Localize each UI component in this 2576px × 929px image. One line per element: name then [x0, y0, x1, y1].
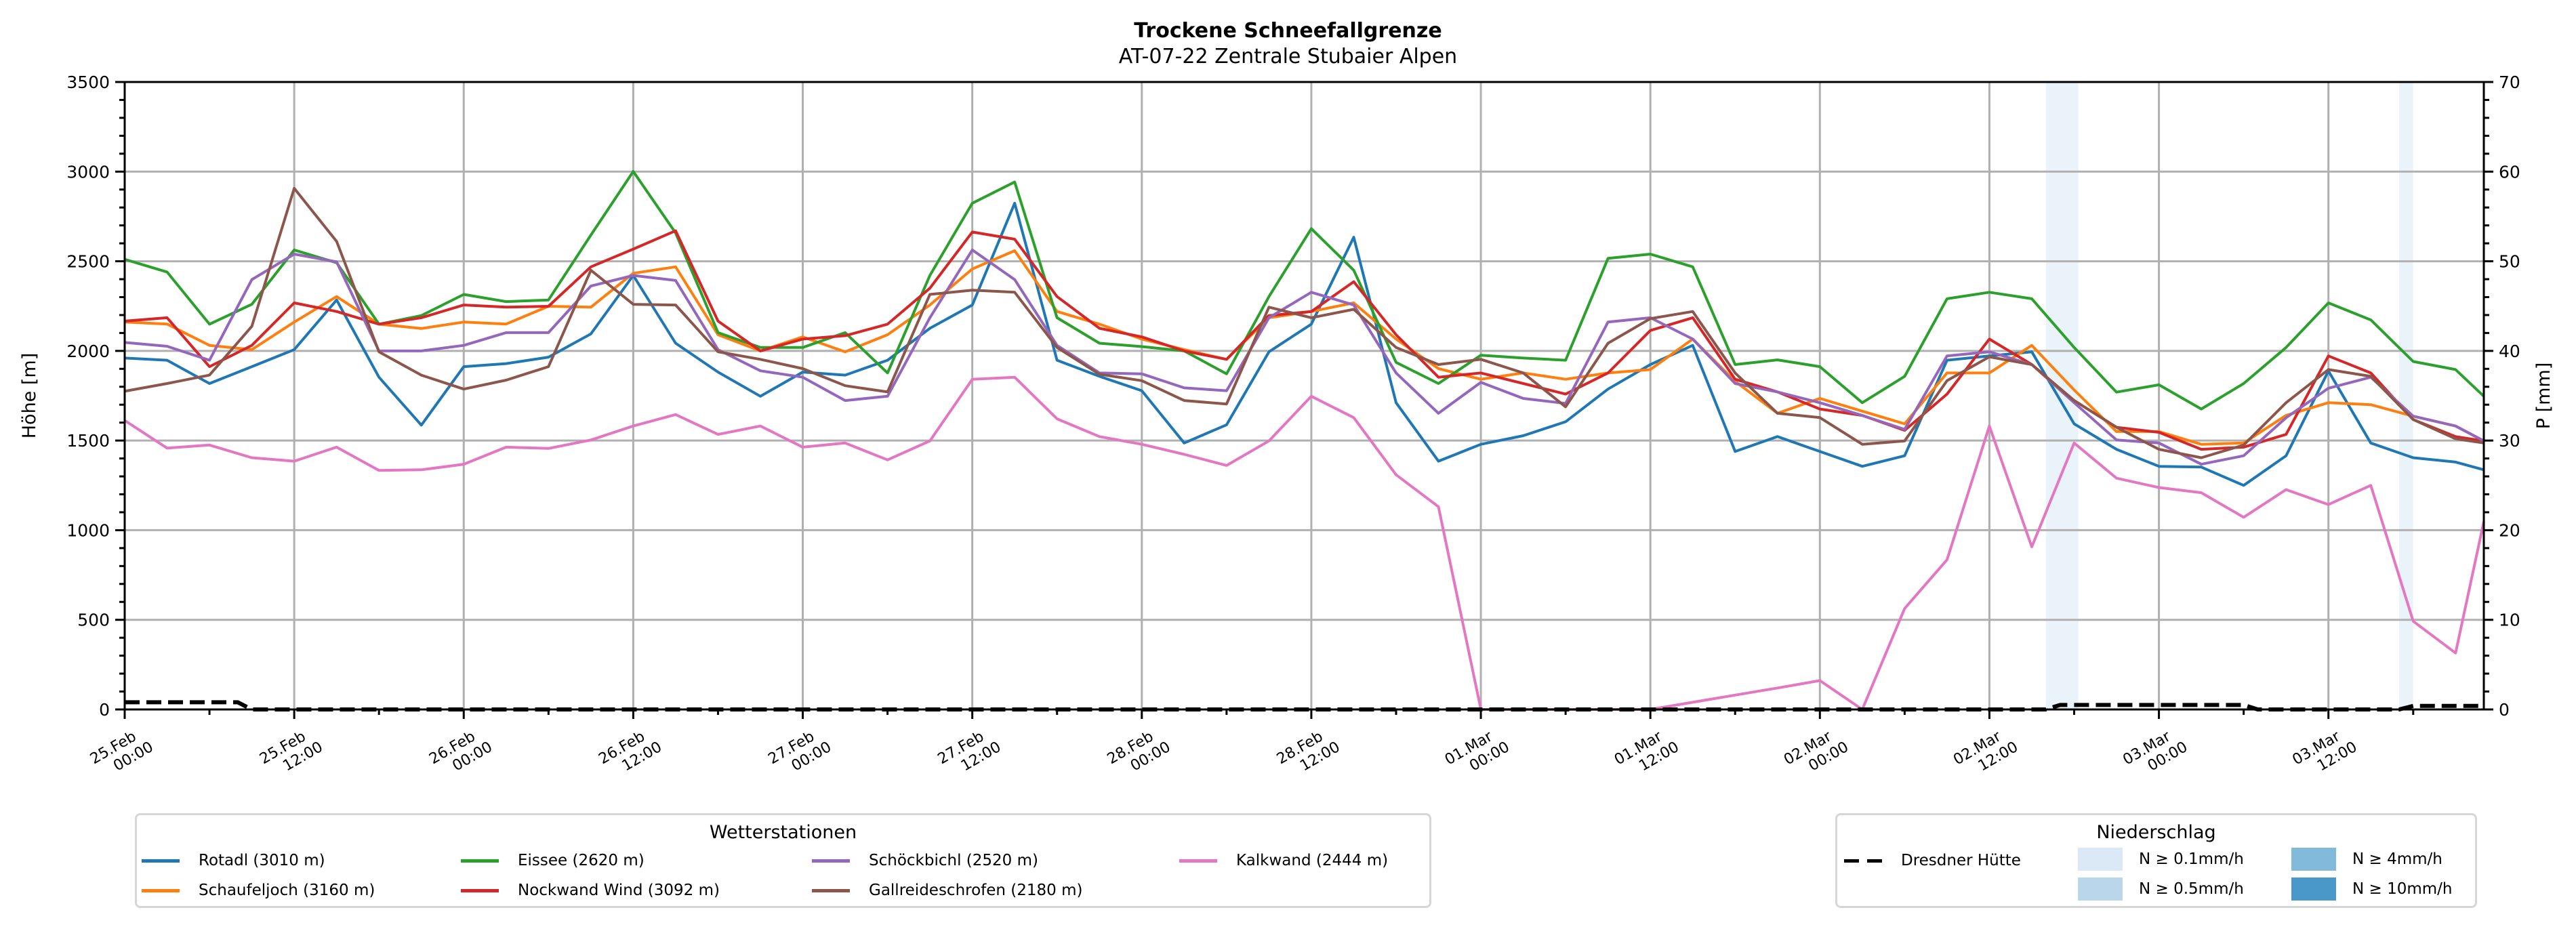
y-right-tick-label: 50 [2499, 252, 2520, 272]
legend-label: N ≥ 0.5mm/h [2139, 880, 2244, 898]
legend-label: Schaufeljoch (3160 m) [199, 882, 375, 899]
legend-label: Rotadl (3010 m) [199, 852, 325, 869]
legend-swatch [142, 859, 180, 863]
legend-label: N ≥ 10mm/h [2352, 880, 2453, 898]
y-right-tick-label: 40 [2499, 342, 2520, 361]
legend-item-n-4: N ≥ 4mm/h [2291, 848, 2442, 871]
legend-label: Nockwand Wind (3092 m) [518, 882, 720, 899]
legend-label: Kalkwand (2444 m) [1236, 852, 1389, 869]
legend-item-kalkwand: Kalkwand (2444 m) [1179, 852, 1388, 869]
legend-precip: Niederschlag Dresdner Hütte N ≥ 0.1mm/h … [1835, 813, 2477, 908]
series-line-rotadl [124, 201, 2485, 487]
legend-swatch [2291, 878, 2336, 901]
legend-label: N ≥ 4mm/h [2352, 850, 2442, 868]
plot-frame [123, 81, 2485, 711]
precip-band [2398, 82, 2413, 709]
series-line-kalkwand [123, 375, 2485, 711]
legend-item-dresdner-huette: Dresdner Hütte [1844, 852, 2021, 869]
series-line-gallreideschrofen [124, 186, 2485, 459]
legend-label: Schöckbichl (2520 m) [869, 852, 1038, 869]
legend-item-eissee: Eissee (2620 m) [461, 852, 645, 869]
y-tick-label: 500 [77, 611, 110, 630]
legend-swatch [461, 888, 499, 892]
legend-label: Gallreideschrofen (2180 m) [869, 882, 1083, 899]
legend-label: N ≥ 0.1mm/h [2139, 850, 2244, 868]
x-tick-label: 25.Feb00:00 [87, 724, 157, 783]
chart-subtitle: AT-07-22 Zentrale Stubaier Alpen [1118, 45, 1458, 68]
y-right-tick-label: 60 [2499, 162, 2520, 182]
x-tick-label: 02.Mar12:00 [1950, 724, 2021, 784]
x-tick-label: 26.Feb12:00 [596, 724, 665, 783]
y-tick-label: 1500 [66, 431, 110, 451]
legend-item-gallreideschrofen: Gallreideschrofen (2180 m) [812, 882, 1083, 899]
y-right-axis-label: P [mm] [2533, 363, 2554, 430]
x-tick-label: 25.Feb12:00 [257, 724, 326, 783]
legend-swatch [1179, 859, 1217, 863]
legend-item-rotadl: Rotadl (3010 m) [142, 852, 325, 869]
y-right-tick-label: 30 [2499, 431, 2520, 451]
x-tick-label: 03.Mar00:00 [2120, 724, 2190, 784]
legend-swatch [812, 859, 850, 863]
x-tick-label: 28.Feb12:00 [1274, 724, 1343, 783]
legend-item-schoeckbichl: Schöckbichl (2520 m) [812, 852, 1038, 869]
series-line-schaufeljoch [124, 249, 2485, 446]
x-tick-label: 01.Mar00:00 [1442, 724, 1513, 784]
y-tick-label: 3500 [66, 73, 110, 92]
x-tick-label: 26.Feb00:00 [426, 724, 495, 783]
legend-stations-title: Wetterstationen [709, 822, 857, 843]
y-right-tick-label: 0 [2499, 700, 2510, 720]
y-axis-label: Höhe [m] [19, 353, 40, 439]
legend-dashed-swatch [1844, 859, 1882, 863]
legend-stations: Wetterstationen Rotadl (3010 m) Schaufel… [135, 813, 1431, 908]
y-tick-label: 3000 [66, 162, 110, 182]
legend-label: Dresdner Hütte [1901, 852, 2021, 869]
chart-title: Trockene Schneefallgrenze [1134, 19, 1442, 43]
legend-swatch [2291, 848, 2336, 871]
legend-swatch [2078, 848, 2123, 871]
legend-swatch [2078, 878, 2123, 901]
legend-item-nockwand-wind: Nockwand Wind (3092 m) [461, 882, 720, 899]
legend-item-n-0.5: N ≥ 0.5mm/h [2078, 878, 2244, 901]
y-tick-label: 2000 [66, 342, 110, 361]
precip-band [2045, 82, 2079, 709]
x-tick-label: 01.Mar12:00 [1612, 724, 1682, 784]
x-tick-label: 28.Feb00:00 [1105, 724, 1174, 783]
x-tick-label: 03.Mar12:00 [2289, 724, 2360, 784]
precip-line-dresdner-huette [125, 700, 2484, 711]
y-right-tick-label: 10 [2499, 611, 2520, 630]
y-tick-label: 0 [99, 700, 110, 720]
legend-swatch [142, 888, 180, 892]
legend-label: Eissee (2620 m) [518, 852, 645, 869]
legend-precip-title: Niederschlag [2096, 822, 2216, 843]
legend-swatch [812, 888, 850, 892]
y-right-tick-label: 70 [2499, 73, 2520, 92]
x-tick-label: 27.Feb12:00 [935, 724, 1004, 783]
x-tick-label: 02.Mar00:00 [1781, 724, 1852, 784]
legend-item-schaufeljoch: Schaufeljoch (3160 m) [142, 882, 375, 899]
legend-item-n-0.1: N ≥ 0.1mm/h [2078, 848, 2244, 871]
series-line-eissee [124, 170, 2485, 411]
y-right-tick-label: 20 [2499, 520, 2520, 540]
legend-item-n-10: N ≥ 10mm/h [2291, 878, 2453, 901]
series-line-sch-ckbichl [124, 248, 2485, 466]
y-tick-label: 2500 [66, 252, 110, 272]
y-tick-label: 1000 [66, 520, 110, 540]
legend-swatch [461, 859, 499, 863]
x-tick-label: 27.Feb00:00 [766, 724, 835, 783]
